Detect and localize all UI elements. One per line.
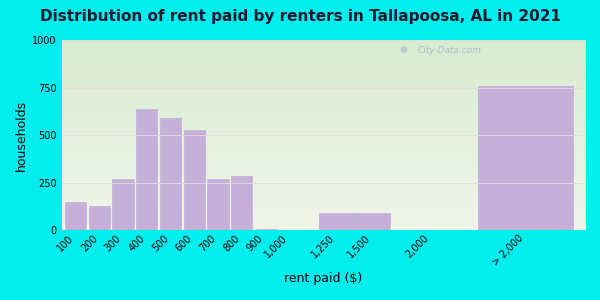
Bar <box>319 213 354 230</box>
Y-axis label: households: households <box>15 100 28 171</box>
Bar <box>354 213 389 230</box>
Bar <box>160 118 181 230</box>
Text: City-Data.com: City-Data.com <box>418 46 481 55</box>
X-axis label: rent paid ($): rent paid ($) <box>284 272 362 285</box>
Text: Distribution of rent paid by renters in Tallapoosa, AL in 2021: Distribution of rent paid by renters in … <box>40 9 560 24</box>
Bar <box>136 110 157 230</box>
Bar <box>184 130 205 230</box>
Text: ⬤: ⬤ <box>399 46 407 53</box>
Bar <box>89 206 110 230</box>
Bar <box>207 179 229 230</box>
Bar <box>112 179 134 230</box>
Bar <box>478 86 573 230</box>
Bar <box>65 202 86 230</box>
Bar <box>231 176 252 230</box>
